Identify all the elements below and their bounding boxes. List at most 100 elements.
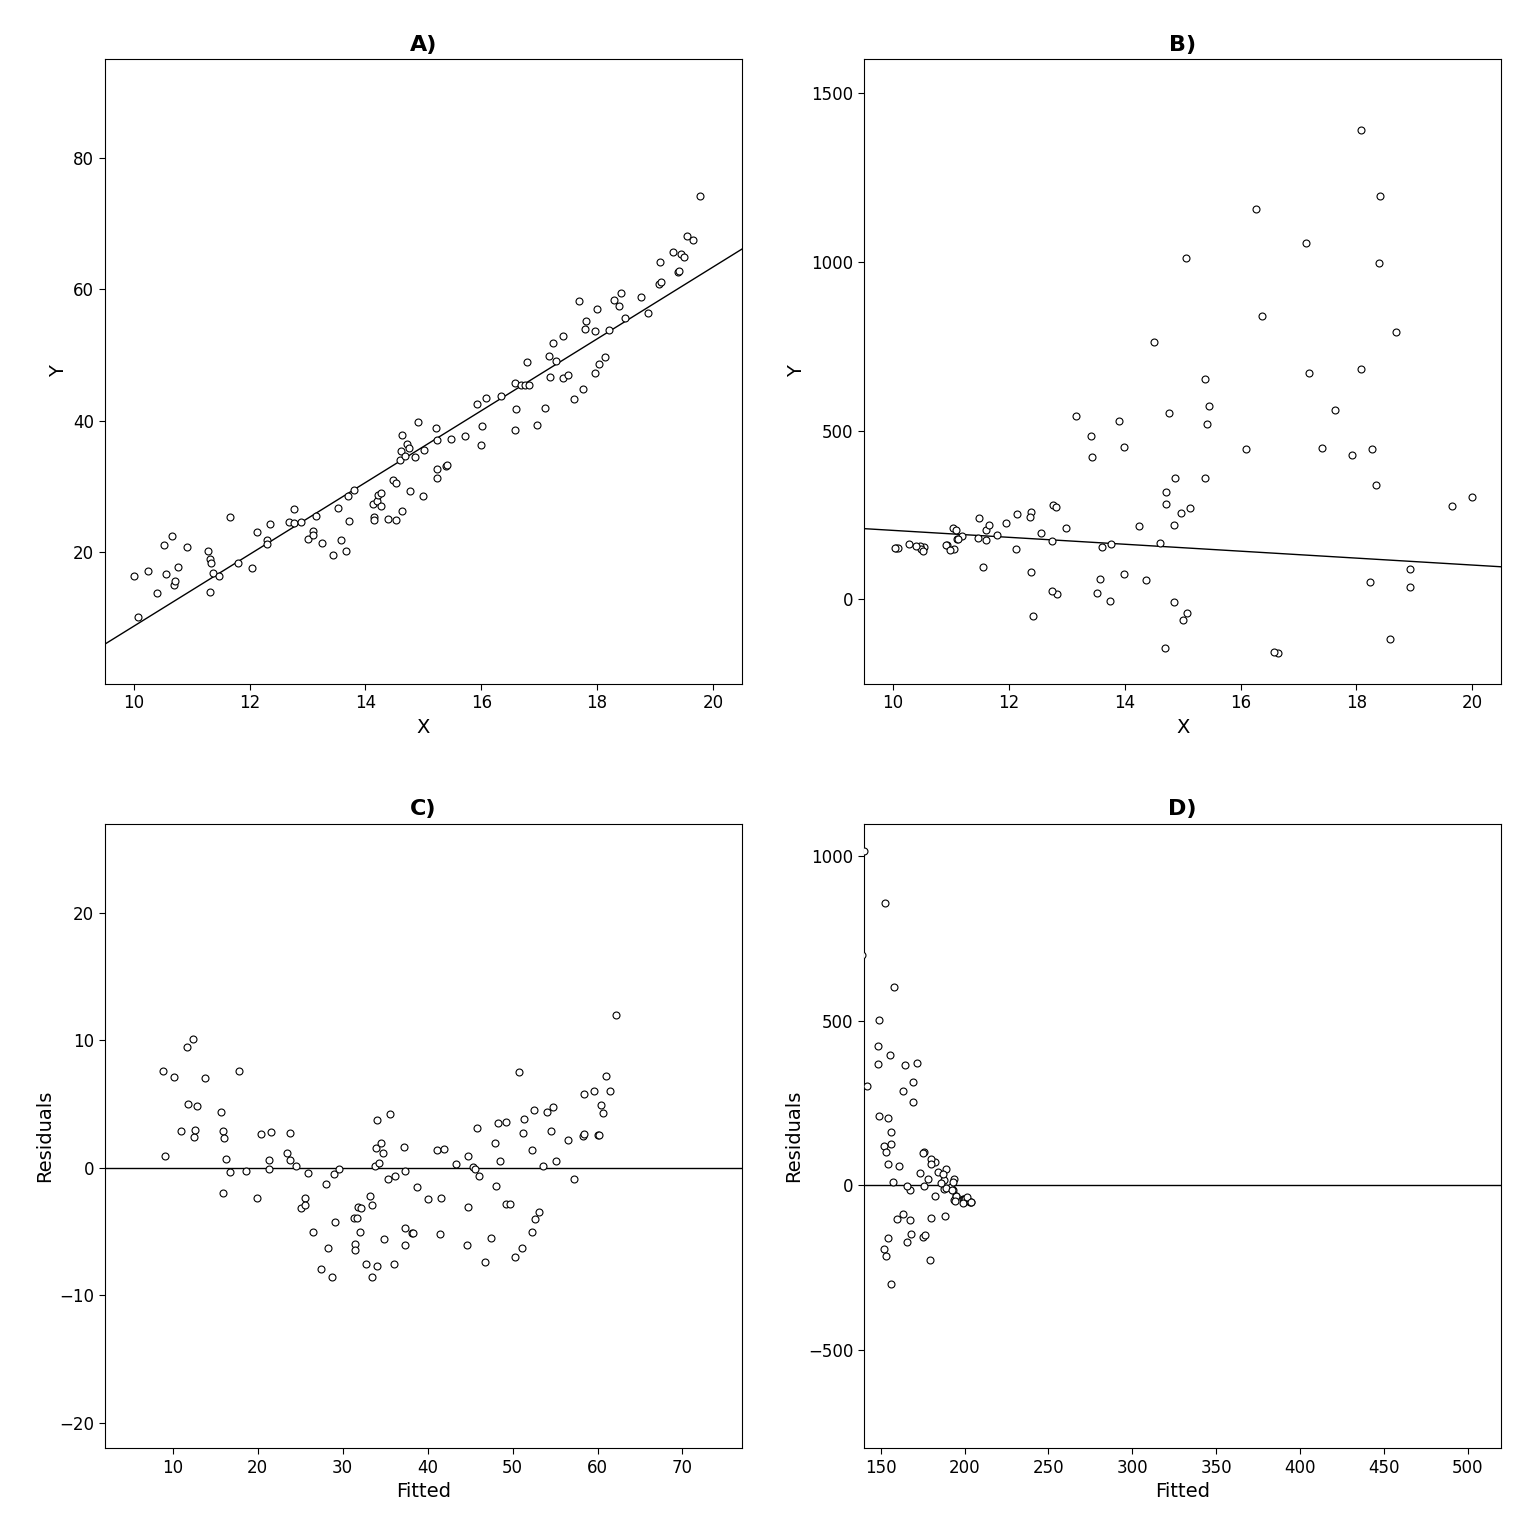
Point bbox=[587, 352, 611, 376]
Point bbox=[943, 1184, 968, 1209]
Point bbox=[1170, 608, 1195, 633]
Point bbox=[392, 444, 416, 468]
Point bbox=[598, 318, 622, 343]
Point bbox=[201, 561, 226, 585]
Point bbox=[816, 1513, 840, 1536]
Point bbox=[456, 1143, 481, 1167]
Point bbox=[1253, 816, 1278, 840]
Point bbox=[525, 412, 550, 436]
Point bbox=[163, 568, 187, 593]
Point bbox=[207, 564, 232, 588]
Point bbox=[169, 1118, 194, 1143]
Point bbox=[912, 1174, 937, 1198]
Point bbox=[1286, 899, 1310, 923]
Point bbox=[439, 427, 464, 452]
Point bbox=[628, 286, 653, 310]
Point bbox=[915, 1167, 940, 1192]
Point bbox=[435, 453, 459, 478]
Point bbox=[940, 516, 965, 541]
Point bbox=[934, 533, 958, 558]
Point bbox=[198, 547, 223, 571]
Point bbox=[806, 1398, 831, 1422]
Point bbox=[233, 1158, 258, 1183]
Point bbox=[1154, 492, 1178, 516]
Point bbox=[502, 1246, 527, 1270]
Point bbox=[919, 1152, 943, 1177]
Point bbox=[353, 1252, 378, 1276]
Point bbox=[846, 1270, 871, 1295]
Point bbox=[667, 258, 691, 283]
Point bbox=[665, 260, 690, 284]
Point bbox=[511, 1107, 536, 1132]
Title: A): A) bbox=[410, 35, 438, 55]
Point bbox=[135, 558, 160, 582]
Point bbox=[504, 398, 528, 422]
Point bbox=[429, 1186, 453, 1210]
Point bbox=[126, 605, 151, 630]
Point bbox=[513, 372, 538, 396]
Point bbox=[154, 1143, 178, 1167]
Point bbox=[362, 507, 387, 531]
Point bbox=[1349, 356, 1373, 381]
Point bbox=[908, 535, 932, 559]
Point bbox=[275, 1140, 300, 1164]
Point bbox=[1243, 197, 1267, 221]
Point bbox=[519, 1220, 544, 1244]
Point bbox=[362, 504, 387, 528]
Point bbox=[455, 1232, 479, 1256]
Point bbox=[495, 1109, 519, 1134]
Point bbox=[880, 1169, 905, 1193]
Point bbox=[934, 1175, 958, 1200]
Point bbox=[951, 1189, 975, 1213]
Point bbox=[934, 533, 958, 558]
Point bbox=[527, 1200, 551, 1224]
Point bbox=[175, 1092, 200, 1117]
Point bbox=[361, 492, 386, 516]
Point bbox=[539, 1120, 564, 1144]
Point bbox=[912, 1223, 937, 1247]
Point bbox=[144, 581, 169, 605]
Point bbox=[874, 1140, 899, 1164]
Point bbox=[833, 1390, 857, 1415]
Point bbox=[349, 1195, 373, 1220]
Point bbox=[796, 1338, 820, 1362]
Point bbox=[470, 413, 495, 438]
Point bbox=[958, 1190, 983, 1215]
Point bbox=[326, 496, 350, 521]
Point bbox=[343, 1238, 367, 1263]
Point bbox=[538, 366, 562, 390]
Point bbox=[384, 507, 409, 531]
Point bbox=[378, 1101, 402, 1126]
Point bbox=[942, 536, 966, 561]
Point bbox=[903, 533, 928, 558]
Point bbox=[533, 395, 558, 419]
Point bbox=[518, 373, 542, 398]
Point bbox=[1080, 444, 1104, 468]
Point bbox=[541, 332, 565, 356]
Point bbox=[866, 1008, 891, 1032]
Point bbox=[364, 1253, 389, 1278]
Point bbox=[181, 1124, 206, 1149]
Point bbox=[362, 1154, 387, 1178]
Point bbox=[1195, 412, 1220, 436]
Point bbox=[1250, 303, 1275, 327]
Point bbox=[570, 1123, 594, 1147]
Point bbox=[591, 1101, 616, 1126]
Point bbox=[671, 244, 696, 269]
Point bbox=[508, 373, 533, 398]
Point bbox=[1098, 531, 1123, 556]
Point bbox=[1322, 398, 1347, 422]
Point bbox=[384, 470, 409, 495]
Point bbox=[688, 184, 713, 209]
Point bbox=[931, 1161, 955, 1186]
X-axis label: X: X bbox=[1177, 717, 1189, 737]
Point bbox=[1193, 465, 1218, 490]
Point bbox=[289, 1195, 313, 1220]
Point bbox=[315, 1236, 339, 1261]
Point bbox=[1163, 465, 1187, 490]
Point bbox=[809, 951, 834, 975]
Point bbox=[567, 289, 591, 313]
Point bbox=[877, 1043, 902, 1068]
Point bbox=[444, 1152, 468, 1177]
Point bbox=[1154, 479, 1178, 504]
